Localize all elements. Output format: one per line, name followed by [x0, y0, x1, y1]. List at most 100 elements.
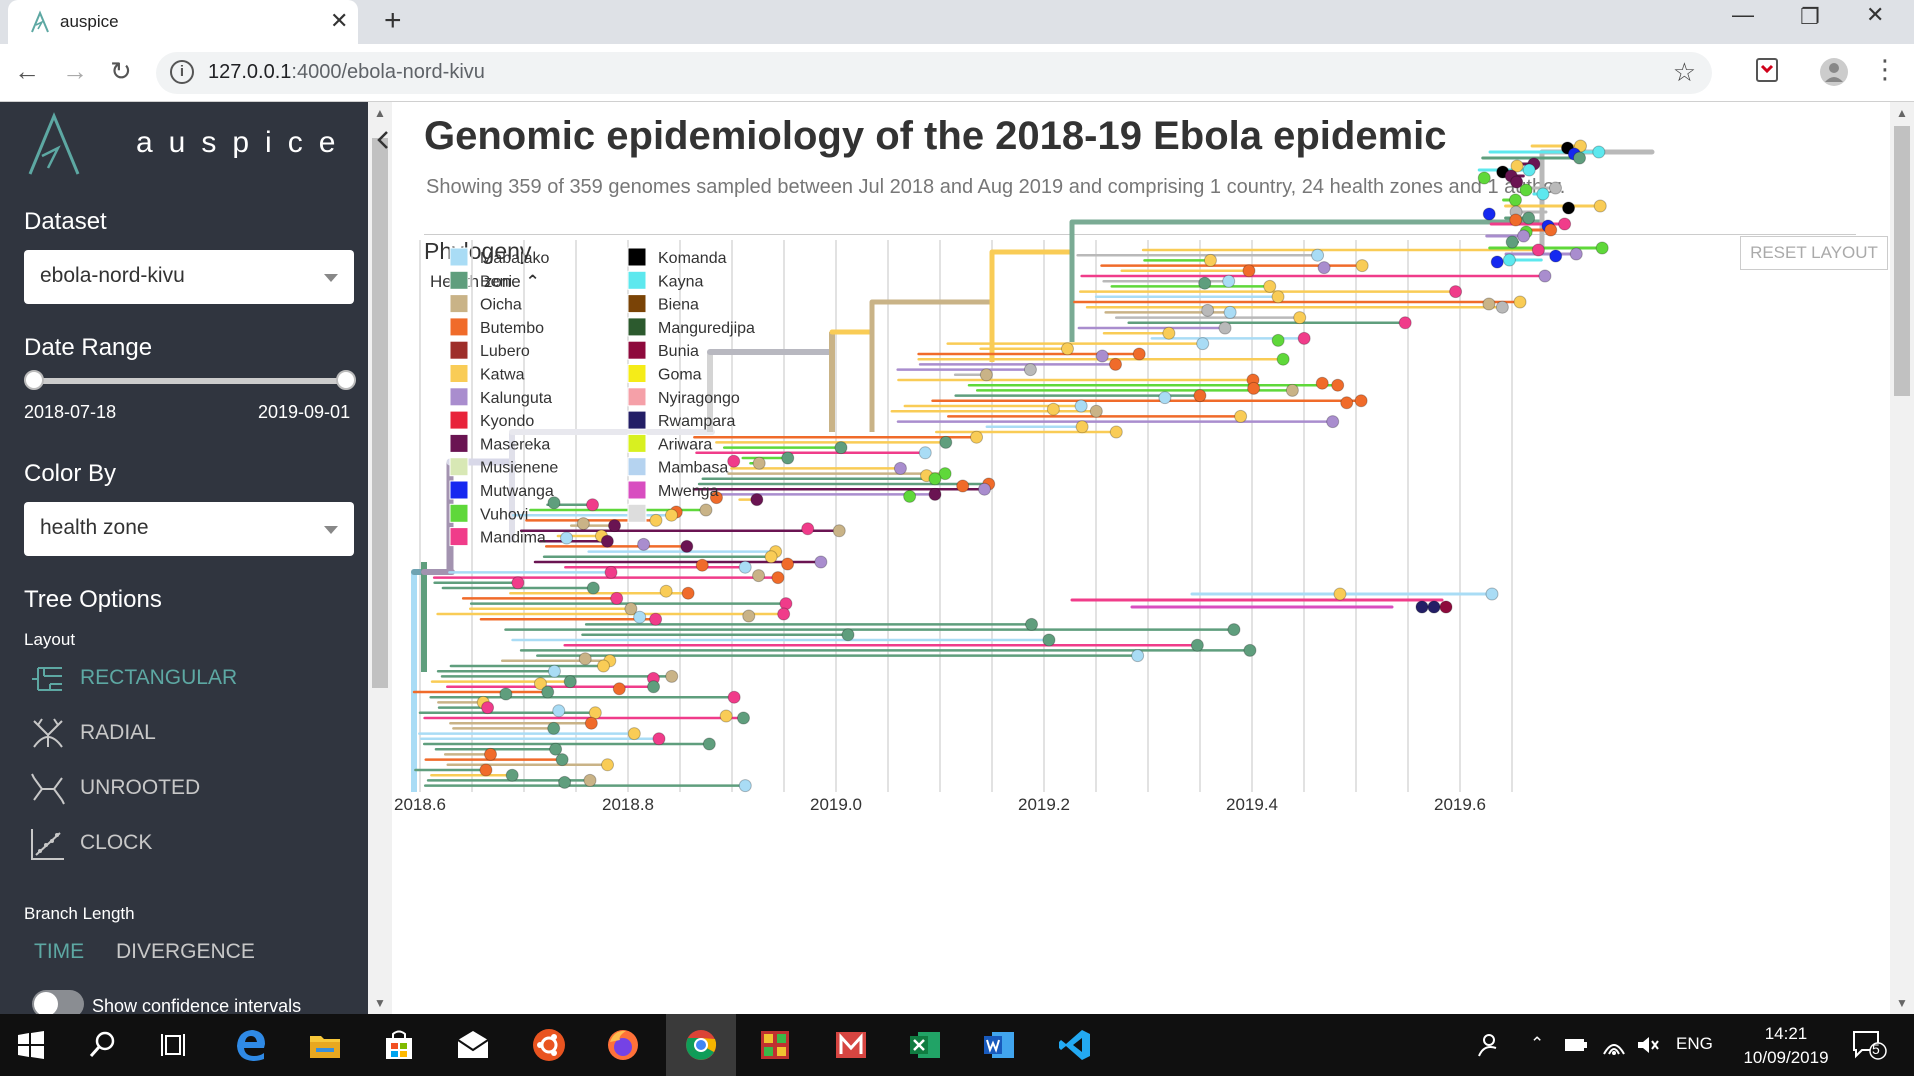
tree-tip[interactable]: [505, 768, 519, 782]
sidebar-scroll-thumb[interactable]: [372, 138, 388, 688]
legend-swatch[interactable]: [449, 527, 469, 547]
tree-tip[interactable]: [586, 498, 600, 512]
tree-tip[interactable]: [1046, 402, 1060, 416]
tree-tip[interactable]: [633, 610, 647, 624]
confidence-intervals-toggle[interactable]: [32, 990, 84, 1014]
tree-tip[interactable]: [777, 607, 791, 621]
microsoft-store-icon[interactable]: [382, 1028, 416, 1062]
calculator-app-icon[interactable]: [758, 1028, 792, 1062]
branch-length-time-option[interactable]: TIME: [34, 940, 85, 963]
legend-swatch[interactable]: [627, 270, 647, 290]
ubuntu-icon[interactable]: [532, 1028, 566, 1062]
tree-tip[interactable]: [1331, 378, 1345, 392]
show-hidden-icons-chevron-icon[interactable]: ⌃: [1530, 1034, 1545, 1053]
tree-tip[interactable]: [649, 513, 663, 527]
tree-tip[interactable]: [1158, 391, 1172, 405]
legend-swatch[interactable]: [627, 364, 647, 383]
tree-tip[interactable]: [1340, 396, 1354, 410]
tree-tip[interactable]: [1293, 311, 1307, 325]
tree-tip[interactable]: [1449, 285, 1463, 299]
scroll-up-icon[interactable]: ▲: [1896, 106, 1908, 120]
tree-tip[interactable]: [956, 479, 970, 493]
tree-tip[interactable]: [1131, 649, 1145, 663]
tree-tip[interactable]: [533, 677, 547, 691]
legend-swatch[interactable]: [449, 270, 469, 290]
tree-tip[interactable]: [1509, 213, 1523, 227]
tree-tip[interactable]: [555, 753, 569, 767]
legend-swatch[interactable]: [449, 410, 469, 430]
tree-tip[interactable]: [1513, 295, 1527, 309]
tree-tip[interactable]: [1482, 297, 1496, 311]
legend-label[interactable]: Mandima: [480, 530, 546, 547]
tree-tip[interactable]: [752, 569, 766, 583]
tree-tip[interactable]: [1562, 201, 1576, 215]
tree-tip[interactable]: [652, 732, 666, 746]
tree-tip[interactable]: [627, 727, 641, 741]
tree-tip[interactable]: [600, 534, 614, 548]
pocket-extension-icon[interactable]: [1754, 56, 1780, 88]
legend-swatch[interactable]: [627, 294, 647, 314]
main-scrollbar[interactable]: ▲ ▼: [1890, 102, 1914, 1014]
tree-tip[interactable]: [1196, 337, 1210, 351]
tree-tip[interactable]: [781, 557, 795, 571]
legend-label[interactable]: Bunia: [658, 343, 699, 360]
tree-tip[interactable]: [1427, 600, 1441, 614]
tree-tip[interactable]: [578, 652, 592, 666]
volume-muted-icon[interactable]: [1636, 1034, 1660, 1056]
tree-tip[interactable]: [1355, 259, 1369, 273]
battery-icon[interactable]: [1564, 1036, 1588, 1054]
tree-tip[interactable]: [1519, 183, 1533, 197]
tree-tip[interactable]: [727, 690, 741, 704]
legend-swatch[interactable]: [449, 294, 469, 314]
mendeley-icon[interactable]: [834, 1028, 868, 1062]
close-window-icon[interactable]: ✕: [1866, 2, 1885, 27]
tree-tip[interactable]: [1042, 633, 1056, 647]
tree-tip[interactable]: [1508, 193, 1522, 207]
windows-start-icon[interactable]: [14, 1028, 48, 1062]
tree-tip[interactable]: [1415, 600, 1429, 614]
tree-tip[interactable]: [549, 742, 563, 756]
tree-tip[interactable]: [479, 763, 493, 777]
legend-label[interactable]: Manguredjipa: [658, 320, 755, 337]
reset-layout-button[interactable]: RESET LAYOUT: [1740, 236, 1888, 270]
tree-tip[interactable]: [1544, 223, 1558, 237]
tree-tip[interactable]: [699, 503, 713, 517]
tree-tip[interactable]: [1490, 255, 1504, 269]
legend-swatch[interactable]: [627, 410, 647, 430]
tree-tip[interactable]: [832, 524, 846, 538]
tree-tip[interactable]: [547, 496, 561, 510]
tree-tip[interactable]: [1227, 623, 1241, 637]
tree-tip[interactable]: [541, 685, 555, 699]
tree-tip[interactable]: [1477, 171, 1491, 185]
tree-tip[interactable]: [1593, 199, 1607, 213]
chrome-icon[interactable]: [684, 1028, 718, 1062]
tree-tip[interactable]: [1198, 276, 1212, 290]
tree-tip[interactable]: [1075, 420, 1089, 434]
file-explorer-icon[interactable]: [308, 1028, 342, 1062]
tree-tip[interactable]: [1271, 290, 1285, 304]
legend-label[interactable]: Oicha: [480, 297, 522, 314]
tree-tip[interactable]: [738, 560, 752, 574]
tree-tip[interactable]: [903, 489, 917, 503]
legend-label[interactable]: Kalunguta: [480, 390, 552, 407]
tree-tip[interactable]: [1060, 342, 1074, 356]
tree-tip[interactable]: [727, 454, 741, 468]
tree-tip[interactable]: [552, 704, 566, 718]
tree-tip[interactable]: [1242, 264, 1256, 278]
tree-tip[interactable]: [801, 522, 815, 536]
tree-tip[interactable]: [893, 461, 907, 475]
edge-browser-icon[interactable]: [234, 1028, 268, 1062]
tree-tip[interactable]: [1243, 643, 1257, 657]
excel-icon[interactable]: [908, 1028, 942, 1062]
tree-tip[interactable]: [511, 576, 525, 590]
legend-swatch[interactable]: [449, 340, 469, 360]
tree-tip[interactable]: [481, 701, 495, 715]
tree-tip[interactable]: [586, 581, 600, 595]
tree-tip[interactable]: [1549, 249, 1563, 263]
tree-tip[interactable]: [1223, 305, 1237, 319]
tree-tip[interactable]: [576, 517, 590, 531]
tree-tip[interactable]: [1203, 253, 1217, 267]
tree-tip[interactable]: [1536, 187, 1550, 201]
notification-center-icon[interactable]: [1852, 1030, 1888, 1060]
dataset-select[interactable]: ebola-nord-kivu: [24, 250, 354, 304]
